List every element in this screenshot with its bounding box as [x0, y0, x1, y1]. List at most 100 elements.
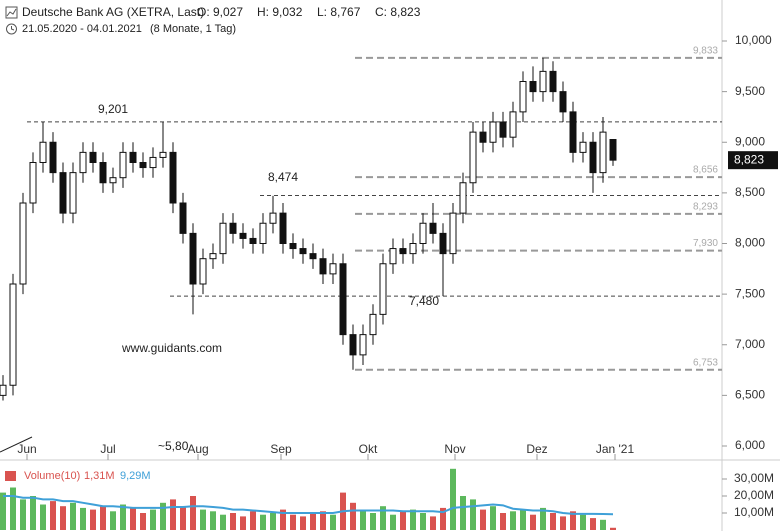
candle-body: [319, 258, 327, 275]
x-tick-label: Dez: [526, 442, 547, 456]
volume-bar: [20, 499, 26, 530]
candle-body: [109, 177, 117, 184]
volume-bar: [350, 502, 356, 530]
candle-body: [569, 111, 577, 153]
x-tick-label: Okt: [359, 442, 378, 456]
candle-body: [219, 222, 227, 255]
candle-body: [99, 162, 107, 184]
candle-body: [159, 151, 167, 158]
volume-bar: [10, 487, 16, 530]
level-label: 8,293: [693, 201, 718, 212]
volume-bar: [390, 514, 396, 530]
x-tick-label: Aug: [187, 442, 208, 456]
candle-body: [279, 212, 287, 244]
y-tick-label: 8,500: [735, 185, 765, 199]
y-tick-label: 9,500: [735, 84, 765, 98]
candle-body: [249, 237, 257, 244]
volume-ma-last: 9,29M: [120, 470, 151, 482]
volume-bar: [60, 506, 66, 530]
y-tick-label: 7,000: [735, 337, 765, 351]
candle-body: [439, 232, 447, 255]
x-tick-label: Jun: [17, 442, 36, 456]
volume-bar: [320, 511, 326, 530]
candle-body: [579, 141, 587, 153]
volume-bar: [30, 496, 36, 530]
volume-bar: [200, 509, 206, 530]
y-tick-label: 8,000: [735, 236, 765, 250]
chart-icon: [5, 6, 18, 19]
volume-bar: [300, 516, 306, 530]
candle-body: [399, 248, 407, 255]
volume-bar: [610, 527, 616, 530]
volume-bar: [70, 502, 76, 530]
volume-bar: [190, 496, 196, 530]
candle-body: [229, 222, 237, 234]
candle-body: [79, 151, 87, 174]
y-tick-label: 30,00M: [734, 471, 774, 485]
clock-icon: [6, 23, 17, 35]
candle-body: [539, 70, 547, 93]
candle-body: [69, 172, 77, 214]
level-label: 7,930: [693, 238, 718, 249]
candle-body: [59, 172, 67, 214]
volume-bar: [120, 504, 126, 530]
candle-body: [589, 141, 597, 174]
candle-body: [349, 334, 357, 356]
candle-body: [329, 263, 337, 275]
volume-bar: [520, 509, 526, 530]
volume-bar: [470, 499, 476, 530]
level-label: 9,201: [98, 102, 128, 116]
candle-body: [269, 212, 277, 224]
volume-bar: [50, 501, 56, 530]
candle-body: [609, 139, 617, 161]
volume-bar: [450, 468, 456, 530]
volume-bar: [220, 514, 226, 530]
duration: (8 Monate, 1 Tag): [150, 23, 236, 35]
candle-body: [599, 131, 607, 174]
level-label: 6,753: [693, 357, 718, 368]
candle-body: [259, 222, 267, 244]
y-tick-label: 6,500: [735, 388, 765, 402]
candle-body: [409, 243, 417, 255]
clock-hand: [11, 26, 15, 31]
candle-body: [89, 151, 97, 163]
instrument-title: Deutsche Bank AG (XETRA, Last): [22, 5, 204, 19]
volume-bar: [550, 513, 556, 530]
y-tick-label: 20,00M: [734, 488, 774, 502]
y-tick-label: 10,00M: [734, 505, 774, 519]
candle-body: [469, 131, 477, 184]
volume-bar: [160, 502, 166, 530]
open: O: 9,027: [197, 5, 243, 19]
candle-body: [9, 283, 17, 386]
candle-body: [289, 243, 297, 250]
volume-bar: [210, 511, 216, 530]
volume-bar: [140, 513, 146, 530]
level-label: 9,833: [693, 46, 718, 57]
candle-body: [559, 91, 567, 113]
candle-body: [189, 232, 197, 285]
candle-body: [549, 70, 557, 93]
volume-bar: [420, 513, 426, 530]
level-label: 8,474: [268, 170, 298, 184]
y-tick-label: 7,500: [735, 286, 765, 300]
level-label: 8,656: [693, 165, 718, 176]
volume-bar: [570, 511, 576, 530]
volume-bar: [370, 513, 376, 530]
candle-body: [489, 121, 497, 143]
candle-body: [529, 81, 537, 93]
y-tick-label: 9,000: [735, 134, 765, 148]
low: L: 8,767: [317, 5, 361, 19]
candle-body: [309, 253, 317, 260]
volume-bar: [80, 507, 86, 530]
volume-bar: [510, 511, 516, 530]
candle-body: [199, 258, 207, 285]
candle-body: [129, 151, 137, 163]
volume-bar: [150, 509, 156, 530]
last-price-box: [728, 151, 778, 170]
volume-bar: [110, 511, 116, 530]
candle-body: [449, 212, 457, 255]
candle-body: [19, 202, 27, 285]
candle-body: [459, 182, 467, 214]
last-price-label: 8,823: [734, 152, 764, 166]
date-range: 21.05.2020 - 04.01.2021: [22, 23, 142, 35]
